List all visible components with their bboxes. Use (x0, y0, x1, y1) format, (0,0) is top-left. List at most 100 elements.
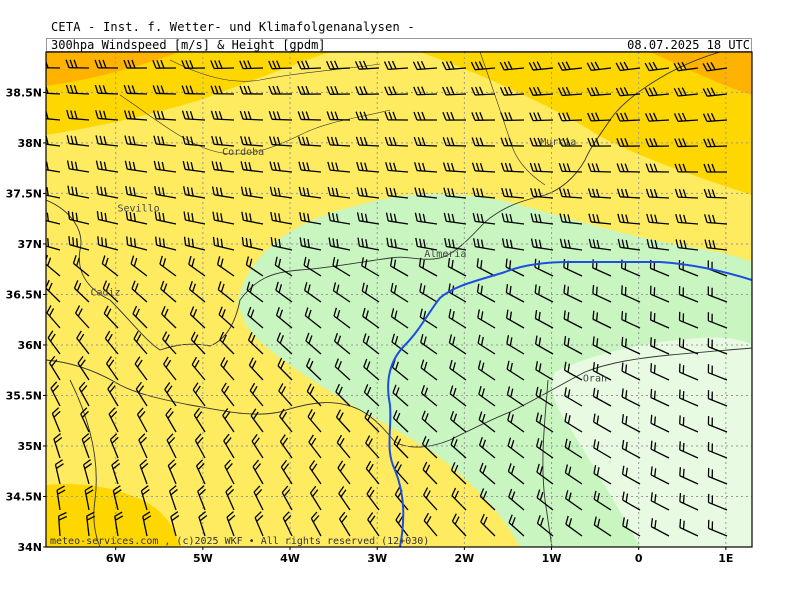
wind-barb (363, 358, 380, 381)
wind-barb (448, 308, 467, 329)
wind-barb (278, 383, 293, 407)
iberia-coast (46, 52, 721, 351)
wind-barb (222, 408, 235, 433)
wind-barb (383, 60, 409, 70)
wind-barb (390, 282, 409, 303)
wind-barb (508, 488, 525, 511)
wind-barb (159, 255, 177, 277)
wind-barb (650, 414, 670, 433)
wind-barb (707, 441, 728, 459)
wind-barb (528, 61, 554, 71)
wind-barb (269, 186, 293, 199)
lon-label: 1E (718, 552, 733, 565)
wind-barb (189, 306, 206, 329)
wind-barb (198, 511, 208, 537)
wind-barb (106, 356, 119, 381)
wind-barb (506, 335, 525, 355)
wind-barb (223, 433, 235, 459)
wind-barb (101, 255, 119, 277)
city-label: Cordoba (222, 147, 264, 158)
wind-barb (421, 436, 438, 459)
wind-barb (138, 433, 148, 459)
wind-barb (650, 492, 670, 511)
wind-barb (421, 410, 438, 433)
wind-barb (338, 511, 351, 537)
wind-barb (75, 305, 90, 329)
wind-barb (413, 111, 438, 121)
wind-barb (617, 213, 641, 225)
wind-barb (674, 188, 699, 199)
wind-barb (447, 257, 467, 277)
wind-barb (183, 236, 206, 251)
wind-barb (646, 213, 670, 225)
wind-barb (80, 407, 90, 433)
wind-barb (195, 459, 206, 485)
wind-barb (210, 60, 235, 70)
wind-barb (161, 305, 177, 329)
wind-barb (501, 213, 525, 225)
wind-barb (443, 212, 467, 225)
wind-barb (593, 516, 612, 537)
wind-barb (479, 462, 496, 485)
wind-barb (357, 237, 380, 251)
wind-barb (152, 110, 177, 121)
wind-barb (83, 459, 93, 485)
wind-barb (355, 111, 380, 121)
lat-label: 38N (17, 137, 42, 150)
wind-barb (536, 463, 554, 485)
wind-barb (281, 485, 293, 511)
lat-label: 34.5N (6, 490, 42, 503)
wind-barb (56, 485, 66, 511)
wind-barb (615, 61, 641, 72)
wind-barb (621, 439, 641, 459)
wind-barb (707, 416, 728, 433)
wind-barb (194, 433, 206, 459)
wind-barb (529, 112, 554, 122)
wind-barb (246, 281, 264, 303)
wind-barb (587, 137, 612, 147)
wind-barb (508, 514, 525, 537)
wind-barb (451, 513, 467, 537)
lat-label: 35N (17, 440, 42, 453)
wind-barb (413, 136, 438, 147)
wind-barb (563, 361, 583, 381)
wind-barb (211, 186, 235, 199)
wind-barb (307, 408, 322, 433)
wind-barb (500, 112, 525, 122)
lon-label: 1W (542, 552, 562, 565)
wind-barb (507, 411, 525, 433)
wind-barb (305, 358, 322, 381)
wind-barb (188, 255, 206, 277)
city-label: Murcia (540, 137, 576, 148)
wind-barb (334, 358, 351, 381)
wind-barb (181, 110, 206, 121)
wind-barb (535, 438, 554, 459)
lat-label: 34N (17, 541, 42, 554)
wind-barb (621, 285, 641, 303)
wind-barb (66, 160, 90, 173)
wind-barb (297, 60, 322, 70)
wind-barb (356, 212, 380, 225)
wind-barb (211, 161, 235, 173)
wind-barb (170, 511, 180, 537)
wind-barb (587, 163, 612, 173)
wind-barb (94, 59, 119, 69)
wind-barb (131, 280, 148, 303)
wind-barb (703, 138, 728, 148)
wind-barb (249, 382, 264, 407)
wind-barb (678, 363, 699, 381)
wind-barb (621, 465, 641, 485)
wind-barb (564, 464, 583, 485)
wind-barb (593, 465, 612, 485)
wind-barb (65, 59, 90, 69)
wind-barb (250, 408, 264, 433)
wind-barb (506, 386, 525, 407)
wind-barb (707, 390, 728, 407)
lat-label: 37N (17, 238, 42, 251)
wind-barb (309, 485, 322, 511)
wind-barb (557, 61, 583, 71)
latitude-labels: 38.5N 38N 37.5N 37N 36.5N 36N 35.5N 35N 34.5N 34N (6, 86, 46, 554)
wind-barb (109, 433, 119, 459)
wind-barb (501, 187, 525, 199)
wind-barb (282, 511, 293, 537)
